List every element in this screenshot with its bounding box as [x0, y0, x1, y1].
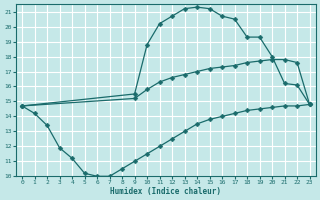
X-axis label: Humidex (Indice chaleur): Humidex (Indice chaleur)	[110, 187, 221, 196]
